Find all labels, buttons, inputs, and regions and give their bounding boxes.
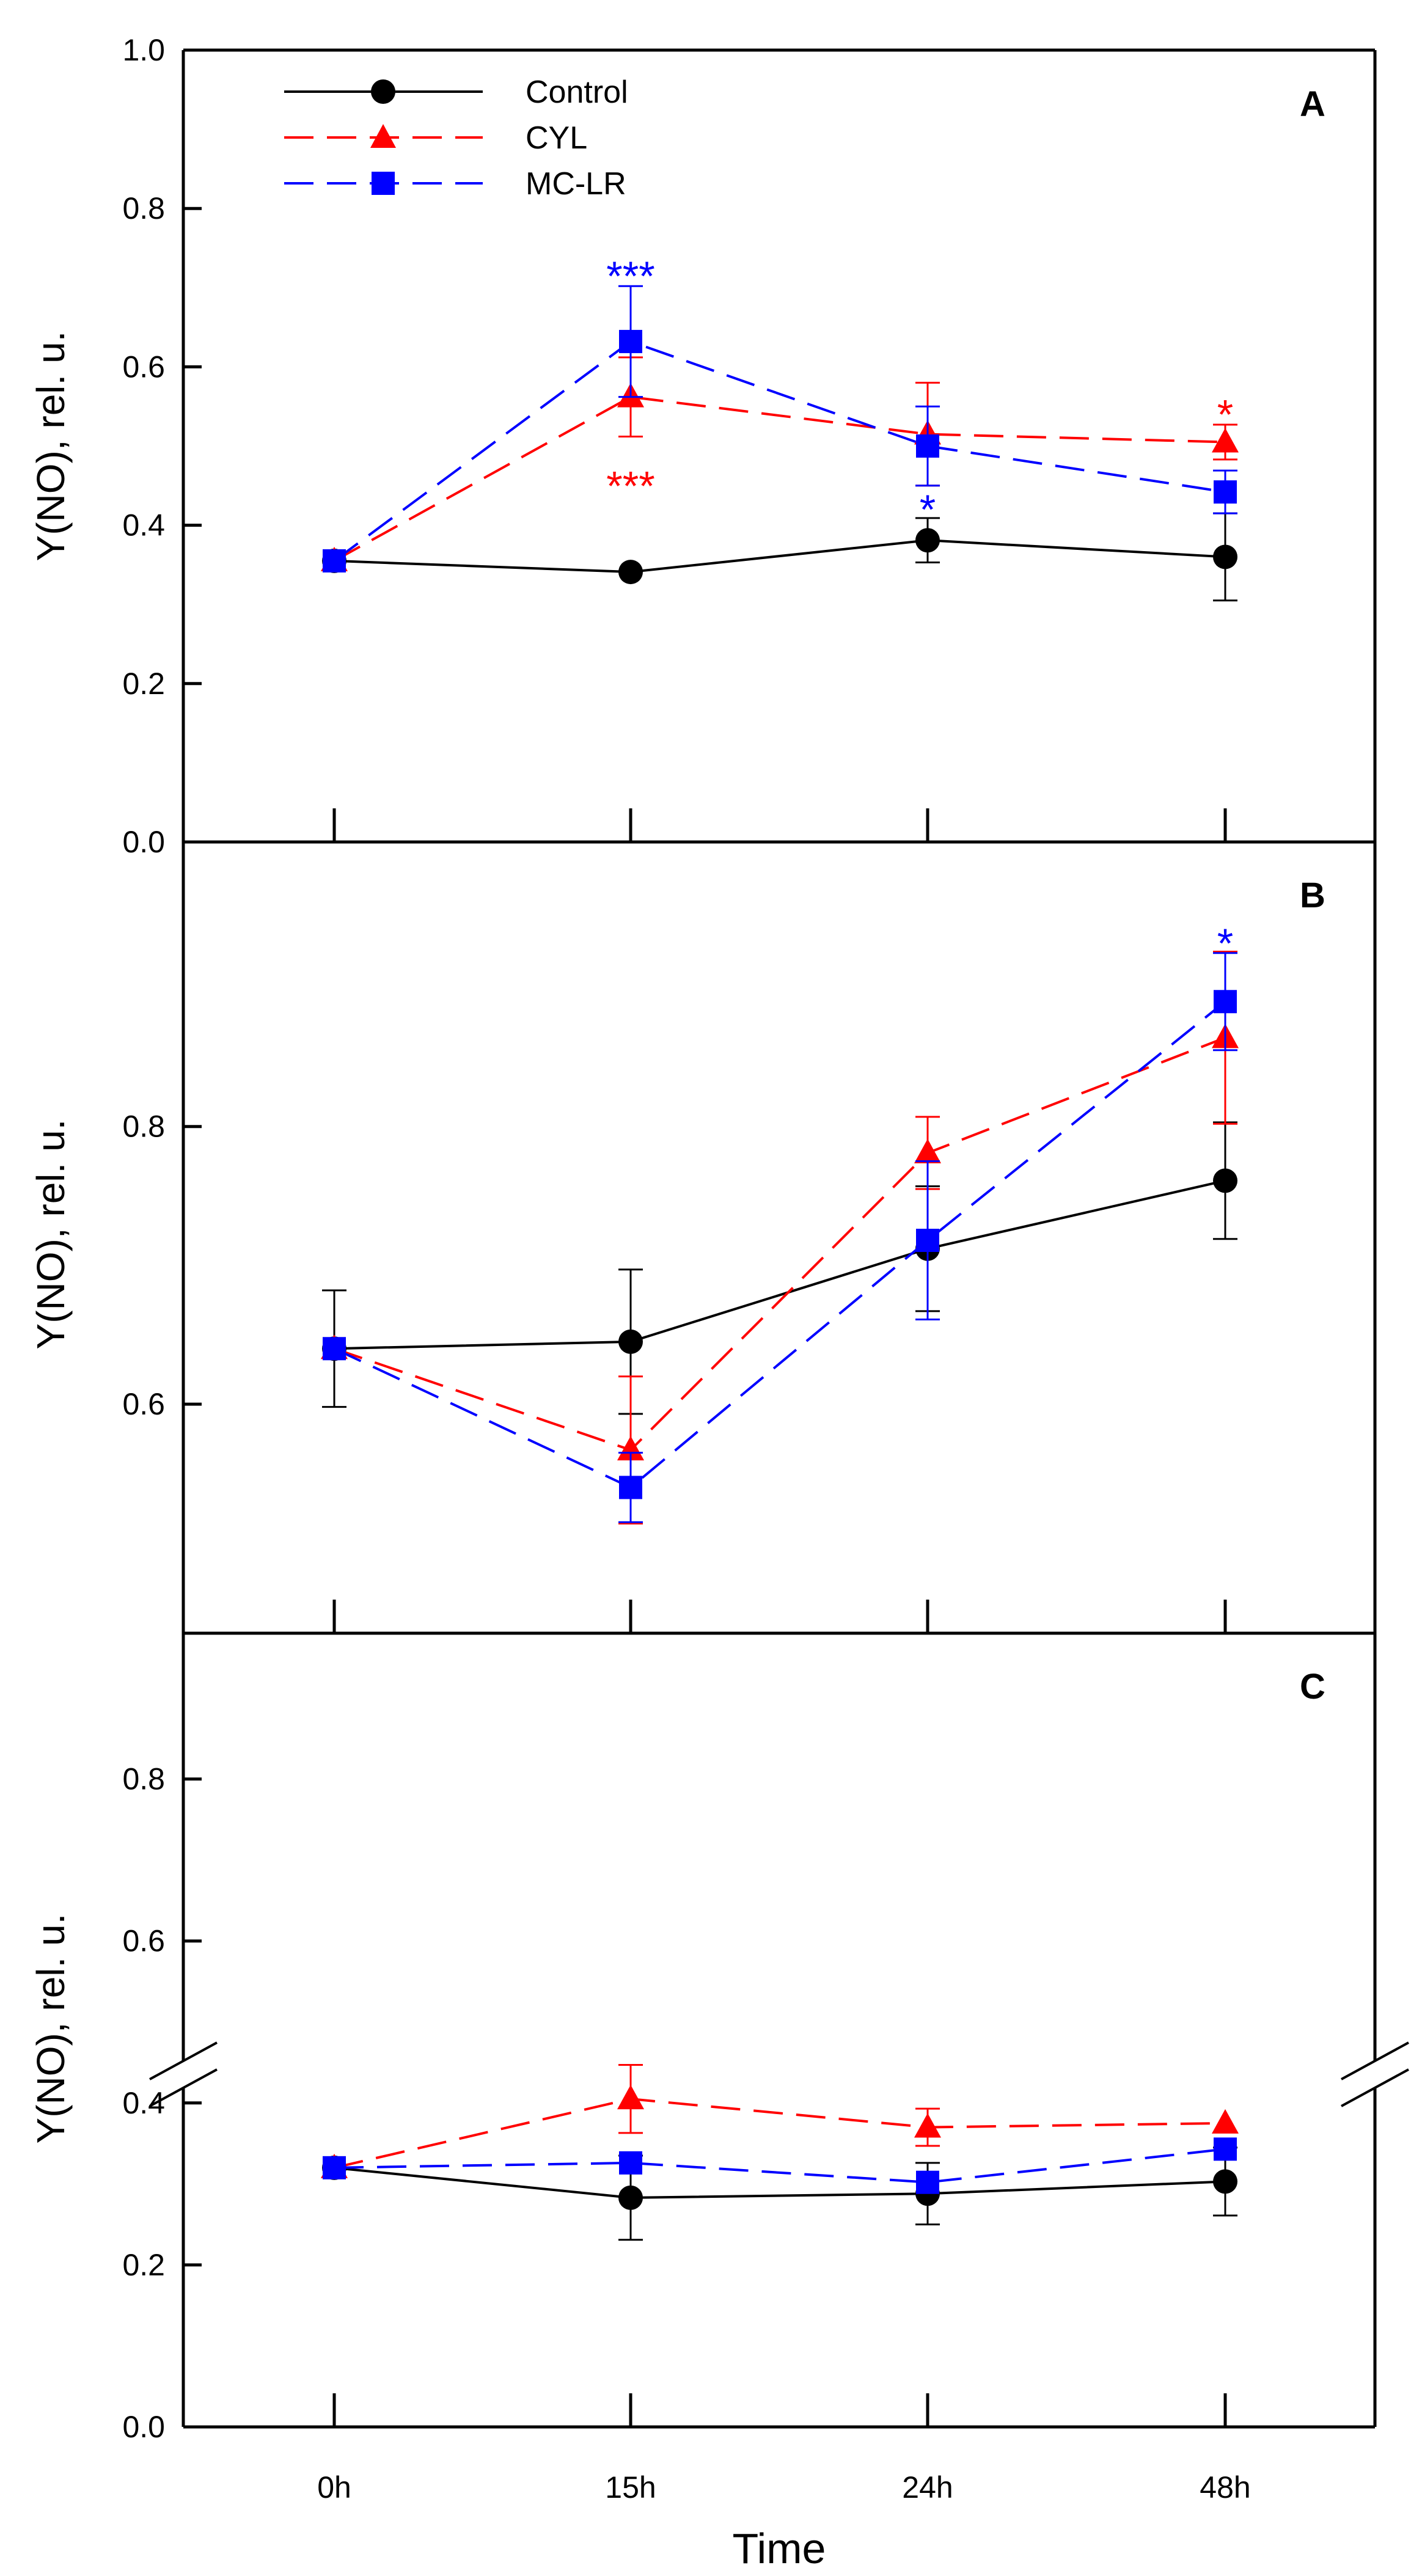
series-line-control-b: [334, 1179, 1226, 1350]
legend-entry-control: Control: [284, 75, 628, 110]
data-point-control-a-24h: [915, 528, 940, 553]
legend-marker-cyl: [370, 124, 396, 148]
x-tick-labels: 0h 15h 24h 48h: [317, 2470, 1251, 2505]
x-tick-label-48h: 48h: [1200, 2470, 1250, 2505]
series-line-cyl-b: [334, 1036, 1226, 1452]
y-axis-label-b: Y(NO), rel. u.: [29, 1119, 73, 1350]
data-point-cyl-b-24h: [914, 1138, 941, 1163]
data-point-cyl-b-15h: [617, 1436, 644, 1461]
series-line-mc-lr-b: [334, 1000, 1226, 1489]
legend-marker-mc-lr: [372, 172, 395, 195]
y-axis-label-a: Y(NO), rel. u.: [29, 331, 73, 562]
data-point-cyl-c-24h: [914, 2113, 941, 2138]
series-line-control-c: [334, 2166, 1226, 2199]
data-point-cyl-c-15h: [617, 2085, 644, 2110]
significance-mark-a-15h: ***: [606, 253, 654, 299]
y-tick-label-a: 1.0: [122, 33, 165, 67]
data-point-control-a-15h: [618, 560, 643, 585]
legend: Control CYL MC-LR: [284, 75, 628, 202]
significance-mark-b-48h: *: [1217, 920, 1233, 967]
series-line-control-a: [334, 539, 1226, 574]
significance-mark-a-24h: *: [920, 486, 936, 533]
data-point-control-b-48h: [1213, 1168, 1237, 1193]
data-point-control-a-48h: [1213, 544, 1237, 569]
y-tick-label-b: 0.6: [122, 1387, 165, 1421]
data-point-control-c-48h: [1213, 2169, 1237, 2194]
legend-marker-control: [371, 79, 395, 104]
y-axis-label-c: Y(NO), rel. u.: [29, 1914, 73, 2144]
data-point-cyl-a-48h: [1212, 428, 1239, 453]
y-tick-label-b: 0.8: [122, 1110, 165, 1144]
data-point-mc-lr-c-0h: [323, 2156, 346, 2179]
data-point-control-c-15h: [618, 2185, 643, 2210]
axis-break-mark-left-2: [149, 2068, 218, 2107]
x-axis-label: Time: [733, 2525, 826, 2572]
y-tick-label-c: 0.4: [122, 2086, 165, 2120]
data-point-mc-lr-b-48h: [1214, 990, 1237, 1014]
data-point-mc-lr-b-24h: [916, 1229, 939, 1253]
series-line-cyl-c: [334, 2098, 1226, 2169]
legend-entry-cyl: CYL: [284, 120, 587, 156]
axis-break-mark-right-1: [1341, 2041, 1409, 2080]
panel-label-b: B: [1300, 876, 1325, 915]
series-line-cyl-a: [334, 395, 1226, 562]
legend-label-cyl: CYL: [526, 120, 587, 156]
y-tick-label-a: 0.2: [122, 667, 165, 701]
x-tick-label-0h: 0h: [317, 2470, 351, 2505]
y-tick-label-a: 0.4: [122, 508, 165, 543]
y-tick-label-a: 0.0: [122, 825, 165, 859]
panel-label-c: C: [1300, 1667, 1325, 1707]
y-tick-label-a: 0.8: [122, 191, 165, 225]
data-point-mc-lr-a-48h: [1214, 480, 1237, 504]
significance-mark-a-15h: ***: [606, 463, 654, 509]
legend-label-control: Control: [526, 75, 628, 110]
data-point-mc-lr-c-15h: [619, 2151, 642, 2175]
series-line-mc-lr-c: [334, 2148, 1226, 2184]
data-point-mc-lr-a-24h: [916, 434, 939, 458]
data-point-mc-lr-a-15h: [619, 329, 642, 353]
data-point-control-b-15h: [618, 1329, 643, 1354]
y-tick-label-c: 0.6: [122, 1924, 165, 1958]
y-tick-label-c: 0.8: [122, 1762, 165, 1796]
data-point-mc-lr-a-0h: [323, 549, 346, 573]
panel-c: 0.0 0.2 0.4 0.6 0.8: [122, 1631, 1409, 2444]
y-tick-label-c: 0.0: [122, 2410, 165, 2444]
panel-label-a: A: [1300, 84, 1325, 124]
data-point-cyl-c-48h: [1212, 2109, 1239, 2134]
data-point-mc-lr-b-15h: [619, 1476, 642, 1499]
axis-break-mark-left-1: [149, 2041, 218, 2080]
data-point-mc-lr-b-0h: [323, 1337, 346, 1361]
data-point-mc-lr-c-48h: [1214, 2137, 1237, 2161]
axis-break-mark-right-2: [1341, 2068, 1409, 2107]
y-tick-label-c: 0.2: [122, 2248, 165, 2282]
significance-mark-a-48h: *: [1217, 392, 1233, 438]
x-tick-label-24h: 24h: [902, 2470, 953, 2505]
legend-entry-mc-lr: MC-LR: [284, 166, 626, 202]
data-point-mc-lr-c-24h: [916, 2170, 939, 2194]
series-line-mc-lr-a: [333, 340, 1226, 562]
x-tick-label-15h: 15h: [605, 2470, 656, 2505]
legend-label-mc-lr: MC-LR: [526, 166, 626, 202]
y-tick-label-a: 0.6: [122, 349, 165, 384]
